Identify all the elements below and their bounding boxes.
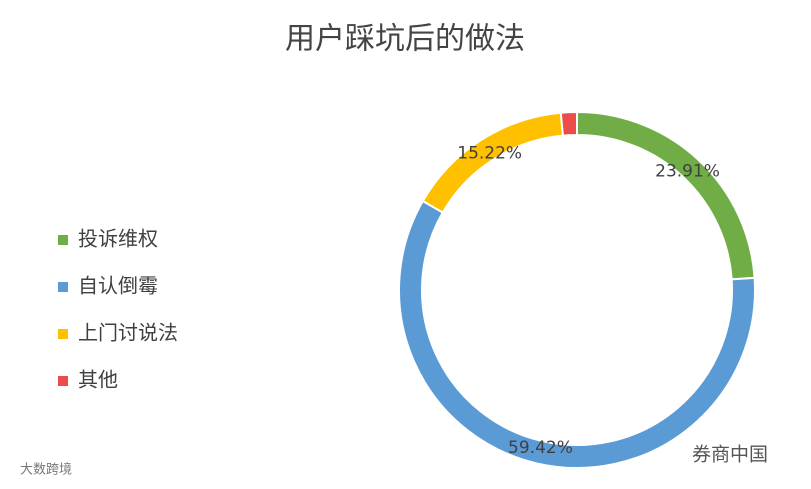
watermark: 券商中国 (692, 444, 768, 466)
legend-label: 投诉维权 (78, 227, 158, 251)
source-mark: 大数跨境 (20, 463, 72, 478)
legend-swatch (58, 235, 68, 245)
legend-swatch (58, 282, 68, 292)
donut-slice (559, 110, 578, 137)
legend-swatch (58, 329, 68, 339)
data-label: 59.42% (508, 438, 573, 458)
donut-slice (576, 110, 756, 281)
legend-label: 自认倒霉 (78, 274, 158, 298)
legend-swatch (58, 376, 68, 386)
data-label: 23.91% (655, 162, 720, 182)
donut-slice (398, 199, 756, 469)
legend-label: 其他 (78, 368, 118, 392)
legend-label: 上门讨说法 (78, 321, 178, 345)
data-label: 15.22% (457, 144, 522, 164)
chart-title: 用户踩坑后的做法 (285, 22, 525, 57)
